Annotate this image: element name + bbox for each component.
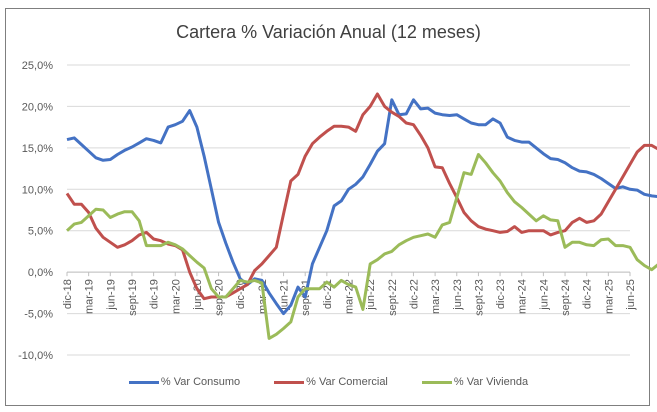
y-tick-label: 20,0% xyxy=(22,101,53,113)
x-tick-label: mar-20 xyxy=(170,279,182,314)
x-tick-label: mar-25 xyxy=(603,279,615,314)
legend-item: % Var Consumo xyxy=(128,376,241,388)
x-tick-label: jun-24 xyxy=(538,279,550,311)
x-tick-label: sept-23 xyxy=(473,279,485,316)
y-axis: 25,0% 20,0% 15,0% 10,0% 5,0% 0,0% -5,0% -10,0% xyxy=(18,60,53,362)
legend-label: % Var Comercial xyxy=(306,376,388,388)
y-tick-label: 15,0% xyxy=(22,143,53,155)
y-tick-label: 25,0% xyxy=(22,60,53,72)
x-tick-label: dic-22 xyxy=(408,279,420,309)
series-lines xyxy=(65,92,657,340)
x-tick-label: mar-24 xyxy=(517,279,529,314)
legend-label: % Var Vivienda xyxy=(453,376,529,388)
x-tick-label: jun-23 xyxy=(452,279,464,311)
y-tick-label: 10,0% xyxy=(22,184,53,196)
chart-title: Cartera % Variación Anual (12 meses) xyxy=(176,22,481,42)
x-tick-label: sept-22 xyxy=(387,279,399,316)
x-tick-label: jun-21 xyxy=(279,279,291,311)
legend: % Var Consumo % Var Comercial % Var Vivien… xyxy=(0,376,657,388)
y-tick-label: -10,0% xyxy=(18,350,53,362)
legend-swatch xyxy=(128,380,159,384)
chart-frame xyxy=(5,8,650,406)
x-tick-label: dic-18 xyxy=(62,279,74,309)
x-tick-label: mar-19 xyxy=(84,279,96,314)
legend-label: % Var Consumo xyxy=(160,376,241,388)
x-tick-label: sept-24 xyxy=(560,279,572,316)
legend-swatch xyxy=(421,380,452,384)
x-tick-label: jun-22 xyxy=(365,279,377,311)
x-tick-label: dic-23 xyxy=(495,279,507,309)
x-tick-label: mar-22 xyxy=(344,279,356,314)
x-tick-label: sept-19 xyxy=(127,279,139,316)
legend-swatch xyxy=(274,380,305,384)
series-line-var-vivienda xyxy=(65,153,657,340)
legend-item: % Var Vivienda xyxy=(421,376,529,388)
y-tick-label: 0,0% xyxy=(28,267,53,279)
x-tick-label: jun-25 xyxy=(625,279,637,311)
y-tick-label: 5,0% xyxy=(28,226,53,238)
legend-item: % Var Comercial xyxy=(274,376,388,388)
series-line-var-comercial xyxy=(65,92,657,301)
x-axis: dic-18 mar-19 jun-19 sept-19 dic-19 mar-20 jun… xyxy=(62,271,637,316)
x-tick-label: dic-24 xyxy=(582,279,594,309)
x-tick-label: jun-19 xyxy=(105,279,117,311)
x-tick-label: dic-19 xyxy=(149,279,161,309)
x-tick-label: mar-23 xyxy=(430,279,442,314)
series-line-var-consumo xyxy=(66,98,657,316)
y-tick-label: -5,0% xyxy=(24,309,53,321)
